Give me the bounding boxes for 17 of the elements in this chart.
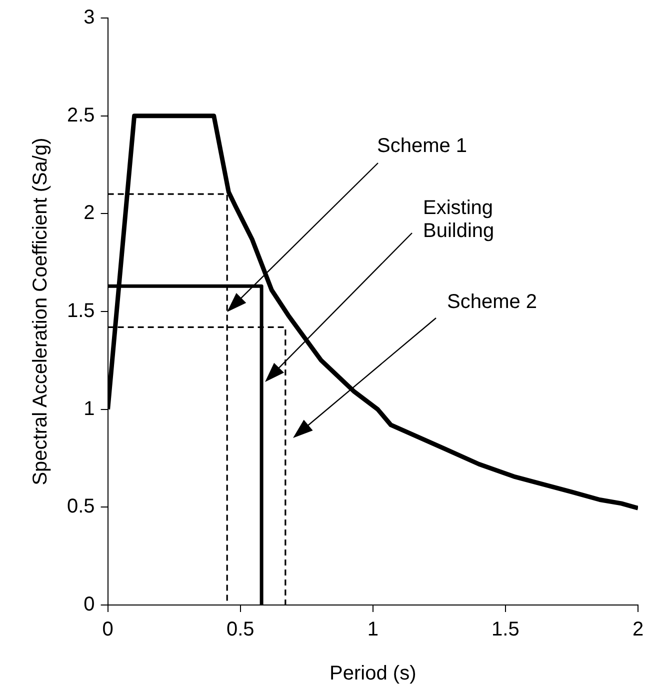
x-axis-title: Period (s) (330, 662, 416, 685)
y-tick-label: 0.5 (66, 496, 95, 518)
y-tick-label: 1.5 (66, 300, 95, 322)
x-tick-label: 0.5 (226, 618, 254, 641)
y-tick-label: 0 (84, 594, 95, 616)
y-tick-label: 2.5 (66, 104, 95, 126)
annotation: Scheme 1 (377, 135, 468, 158)
y-tick-label: 1 (84, 398, 95, 420)
annotation: Existing Building (423, 197, 494, 243)
x-tick-label: 1.5 (492, 618, 520, 641)
x-tick-label: 2 (632, 618, 644, 641)
y-tick-label: 2 (84, 202, 95, 224)
y-tick-label: 3 (84, 6, 95, 29)
x-tick-label: 1 (367, 618, 378, 641)
x-tick-label: 0 (102, 618, 114, 641)
annotation: Scheme 2 (447, 291, 538, 314)
y-axis-title: Spectral Acceleration Coefficient (Sa/g) (30, 138, 52, 486)
